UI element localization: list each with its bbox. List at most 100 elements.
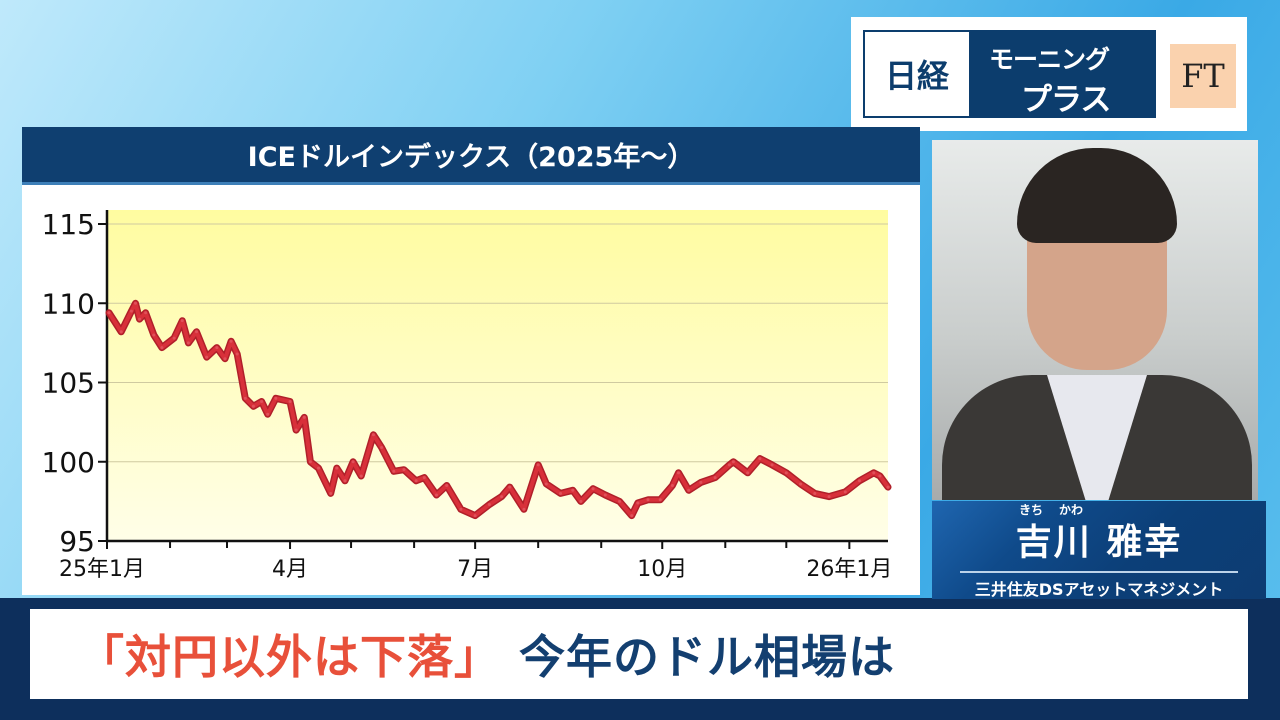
divider <box>960 571 1238 573</box>
data-point <box>544 482 548 486</box>
guest-organization: 三井住友DSアセットマネジメント <box>974 580 1224 599</box>
data-point <box>571 488 575 492</box>
data-point <box>487 503 491 507</box>
data-point <box>813 491 817 495</box>
logo-ft: FT <box>1170 44 1236 108</box>
data-point <box>699 480 703 484</box>
data-point <box>144 311 148 315</box>
data-point <box>770 463 774 467</box>
headline-quote: 「対円以外は下落」 <box>78 630 501 684</box>
y-tick-label: 110 <box>42 287 95 320</box>
data-point <box>152 333 156 337</box>
logo-nikkei: 日経 <box>863 30 971 118</box>
data-point <box>713 476 717 480</box>
data-point <box>536 463 540 467</box>
data-point <box>559 491 563 495</box>
x-tick-label: 7月 <box>457 557 493 582</box>
data-point <box>603 493 607 497</box>
data-point <box>746 471 750 475</box>
name-ruby-2: かわ <box>1059 503 1084 517</box>
data-point <box>215 346 219 350</box>
data-point <box>646 498 650 502</box>
x-tick-label: 25年1月 <box>59 557 145 582</box>
data-point <box>380 445 384 449</box>
data-point <box>799 482 803 486</box>
data-point <box>591 487 595 491</box>
data-point <box>402 468 406 472</box>
data-point <box>343 479 347 483</box>
data-point <box>473 514 477 518</box>
x-tick-label: 4月 <box>272 557 308 582</box>
y-tick-label: 95 <box>59 525 95 558</box>
data-point <box>392 469 396 473</box>
data-point <box>180 319 184 323</box>
data-point <box>317 466 321 470</box>
data-point <box>658 498 662 502</box>
data-point <box>186 341 190 345</box>
data-point <box>670 484 674 488</box>
data-point <box>827 495 831 499</box>
x-tick-label: 26年1月 <box>806 557 892 582</box>
hair <box>1017 148 1177 243</box>
x-tick-label: 10月 <box>637 557 687 582</box>
data-point <box>119 330 123 334</box>
data-point <box>302 415 306 419</box>
data-point <box>251 404 255 408</box>
data-point <box>235 352 239 356</box>
data-point <box>687 488 691 492</box>
line-chart: 95 100 105 110 115 25年1月 4月 7月 10月 26年1月 <box>42 208 893 582</box>
data-point <box>886 485 890 489</box>
data-point <box>133 301 137 305</box>
data-point <box>205 355 209 359</box>
data-point <box>878 474 882 478</box>
program-logo: 日経 モーニング プラス FT <box>851 17 1247 131</box>
data-point <box>260 400 264 404</box>
data-point <box>138 317 142 321</box>
data-point <box>434 493 438 497</box>
data-point <box>223 357 227 361</box>
data-point <box>677 471 681 475</box>
name-ruby-1: きち <box>1019 503 1044 517</box>
data-point <box>445 484 449 488</box>
data-point <box>274 396 278 400</box>
guest-nameplate: きち かわ 吉川 雅幸 三井住友DSアセットマネジメント <box>932 501 1266 599</box>
data-point <box>727 463 731 467</box>
data-point <box>422 476 426 480</box>
logo-line2: プラス <box>1021 82 1111 118</box>
data-point <box>500 495 504 499</box>
data-point <box>329 491 333 495</box>
data-point <box>758 457 762 461</box>
data-point <box>843 490 847 494</box>
data-point <box>371 433 375 437</box>
data-point <box>618 499 622 503</box>
data-point <box>351 460 355 464</box>
data-point <box>579 499 583 503</box>
data-point <box>522 507 526 511</box>
headline-rest: 今年のドル相場は <box>519 630 895 684</box>
data-point <box>335 466 339 470</box>
data-point <box>266 412 270 416</box>
data-point <box>229 339 233 343</box>
data-point <box>107 311 111 315</box>
data-point <box>636 501 640 505</box>
data-point <box>508 485 512 489</box>
headline-caption: 「対円以外は下落」 今年のドル相場は <box>30 609 1248 699</box>
data-point <box>784 471 788 475</box>
chart-panel: 95 100 105 110 115 25年1月 4月 7月 10月 26年1月 <box>22 185 920 595</box>
data-point <box>414 479 418 483</box>
data-point <box>858 479 862 483</box>
data-point <box>294 428 298 432</box>
data-point <box>731 460 735 464</box>
data-point <box>160 346 164 350</box>
data-point <box>243 396 247 400</box>
data-point <box>459 507 463 511</box>
logo-morning-plus: モーニング プラス <box>971 30 1156 118</box>
data-point <box>308 460 312 464</box>
chart-title: ICEドルインデックス（2025年〜） <box>22 127 920 185</box>
data-point <box>172 336 176 340</box>
guest-photo <box>932 140 1258 500</box>
data-point <box>288 400 292 404</box>
y-tick-label: 105 <box>42 367 95 400</box>
data-point <box>359 474 363 478</box>
data-point <box>872 471 876 475</box>
